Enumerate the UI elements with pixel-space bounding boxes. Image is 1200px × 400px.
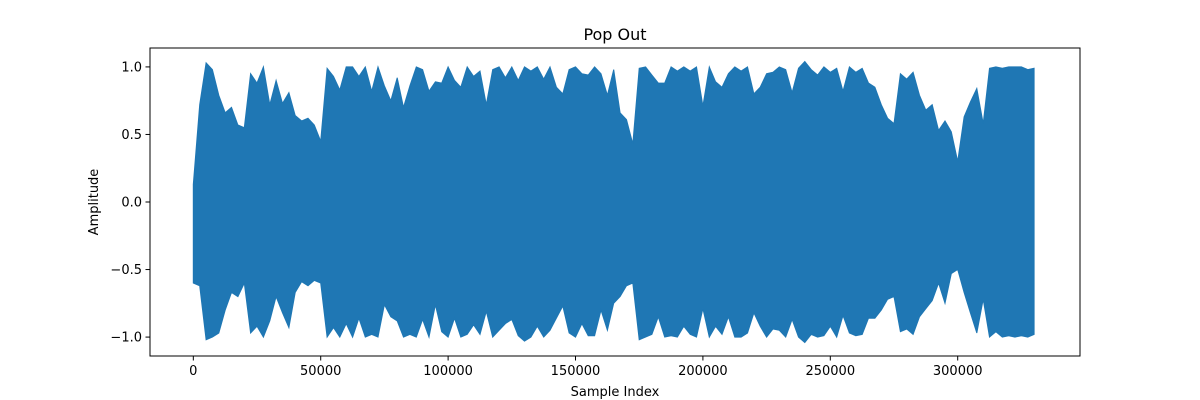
y-tick-label: 0.5 [121, 128, 142, 143]
x-tick-label: 200000 [678, 364, 728, 379]
y-tick-label: −1.0 [110, 331, 142, 346]
y-axis-label: Amplitude [87, 169, 102, 236]
chart-title: Pop Out [583, 25, 646, 44]
y-tick-label: 1.0 [121, 60, 142, 75]
x-tick-label: 0 [189, 364, 197, 379]
x-axis-label: Sample Index [571, 385, 660, 400]
x-tick-label: 50000 [300, 364, 341, 379]
y-tick-label: −0.5 [110, 263, 142, 278]
x-tick-label: 250000 [805, 364, 855, 379]
axes: 0 50000 100000 150000 200000 250000 300000 −1.0… [110, 47, 1081, 379]
plot-area [192, 60, 1035, 344]
x-tick-label: 100000 [423, 364, 473, 379]
x-tick-label: 150000 [551, 364, 601, 379]
y-tick-label: 0.0 [121, 196, 142, 211]
x-tick-label: 300000 [933, 364, 983, 379]
waveform-series-0 [192, 60, 1035, 344]
